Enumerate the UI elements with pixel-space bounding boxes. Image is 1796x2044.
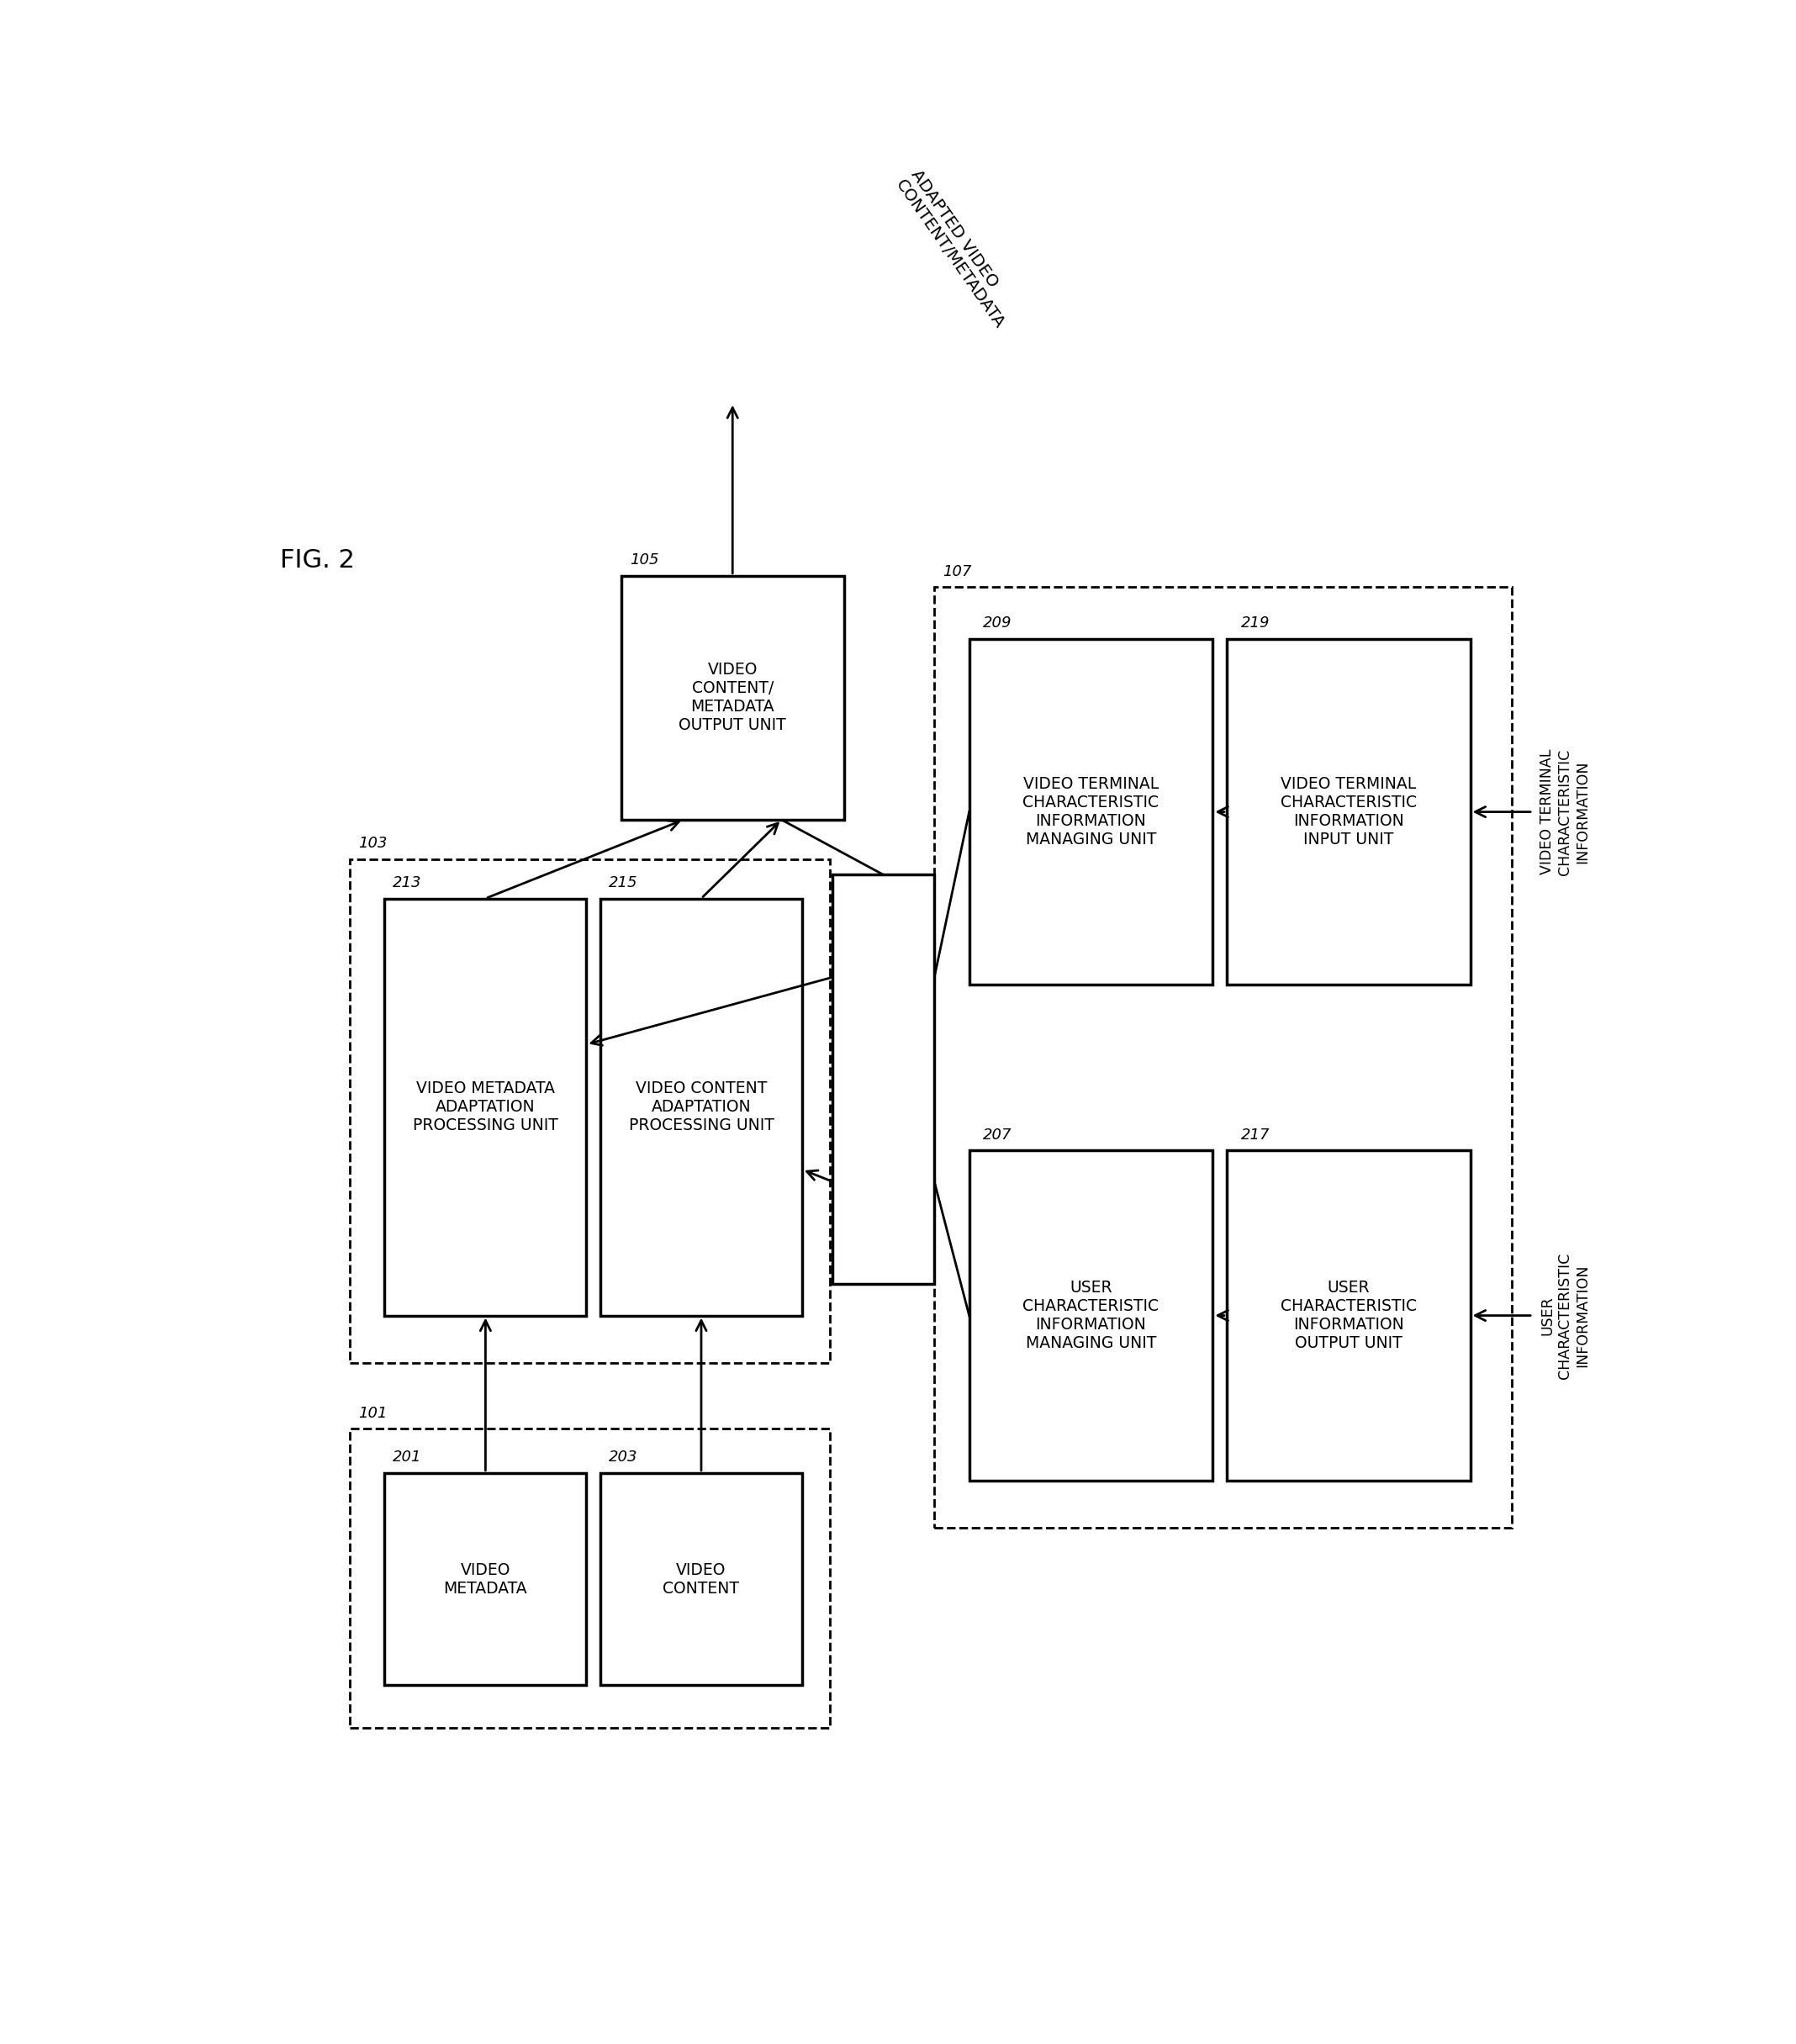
Text: 203: 203 xyxy=(609,1449,638,1466)
Text: USER
CHARACTERISTIC
INFORMATION: USER CHARACTERISTIC INFORMATION xyxy=(1539,1253,1589,1380)
Bar xyxy=(350,858,830,1363)
Text: VIDEO
CONTENT: VIDEO CONTENT xyxy=(663,1562,740,1596)
Text: VIDEO TERMINAL
CHARACTERISTIC
INFORMATION: VIDEO TERMINAL CHARACTERISTIC INFORMATIO… xyxy=(1539,748,1589,875)
Text: 219: 219 xyxy=(1241,615,1270,632)
Text: 107: 107 xyxy=(943,564,972,578)
Text: USER
CHARACTERISTIC
INFORMATION
OUTPUT UNIT: USER CHARACTERISTIC INFORMATION OUTPUT U… xyxy=(1281,1280,1417,1351)
Bar xyxy=(621,576,844,820)
Text: 209: 209 xyxy=(982,615,1013,632)
Bar xyxy=(1227,1151,1471,1480)
Bar xyxy=(600,899,803,1316)
Text: 103: 103 xyxy=(357,836,388,850)
Text: VIDEO CONTENT
ADAPTATION
PROCESSING UNIT: VIDEO CONTENT ADAPTATION PROCESSING UNIT xyxy=(629,1081,774,1134)
Text: VIDEO TERMINAL
CHARACTERISTIC
INFORMATION
MANAGING UNIT: VIDEO TERMINAL CHARACTERISTIC INFORMATIO… xyxy=(1024,777,1158,848)
Bar xyxy=(1227,638,1471,985)
Text: 213: 213 xyxy=(393,875,422,891)
Bar xyxy=(833,875,934,1284)
Text: ADAPTED VIDEO
CONTENT/METADATA: ADAPTED VIDEO CONTENT/METADATA xyxy=(893,166,1022,331)
Bar xyxy=(350,1429,830,1727)
Text: VIDEO METADATA
ADAPTATION
PROCESSING UNIT: VIDEO METADATA ADAPTATION PROCESSING UNI… xyxy=(413,1081,559,1134)
Text: VIDEO
CONTENT/
METADATA
OUTPUT UNIT: VIDEO CONTENT/ METADATA OUTPUT UNIT xyxy=(679,662,787,734)
Text: 201: 201 xyxy=(393,1449,422,1466)
Text: 207: 207 xyxy=(982,1126,1013,1143)
Text: 215: 215 xyxy=(609,875,638,891)
Text: VIDEO TERMINAL
CHARACTERISTIC
INFORMATION
INPUT UNIT: VIDEO TERMINAL CHARACTERISTIC INFORMATIO… xyxy=(1281,777,1417,848)
Text: VIDEO
METADATA: VIDEO METADATA xyxy=(444,1562,528,1596)
Bar xyxy=(384,1474,585,1686)
Bar xyxy=(970,638,1212,985)
Text: 105: 105 xyxy=(630,552,659,568)
Bar xyxy=(970,1151,1212,1480)
Text: USER
CHARACTERISTIC
INFORMATION
MANAGING UNIT: USER CHARACTERISTIC INFORMATION MANAGING… xyxy=(1024,1280,1158,1351)
Bar xyxy=(600,1474,803,1686)
Bar xyxy=(384,899,585,1316)
Text: 101: 101 xyxy=(357,1406,388,1421)
Bar xyxy=(934,587,1512,1529)
Text: 217: 217 xyxy=(1241,1126,1270,1143)
Text: FIG. 2: FIG. 2 xyxy=(280,548,356,572)
